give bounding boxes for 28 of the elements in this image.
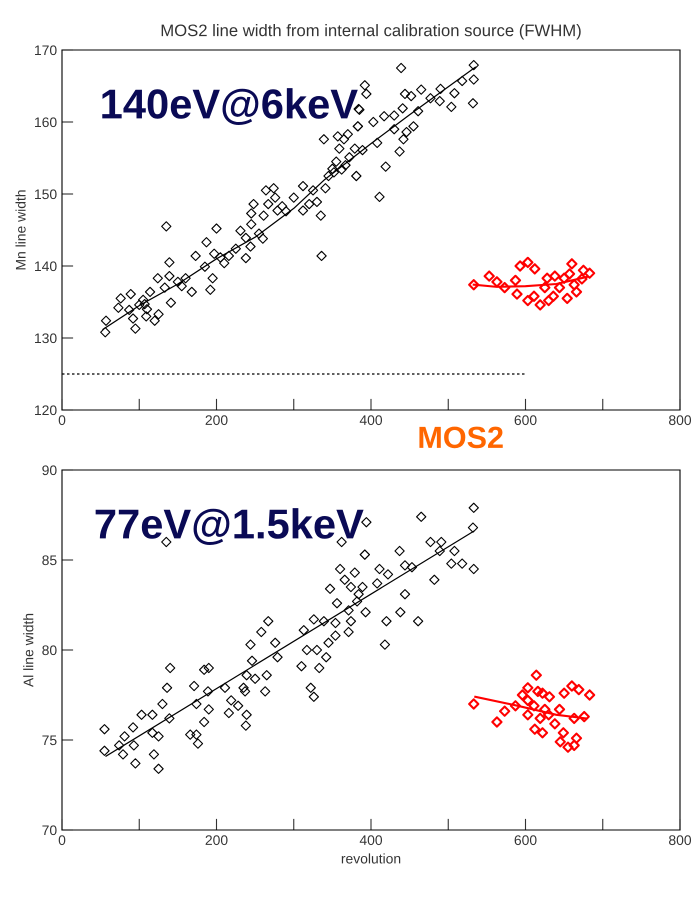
x-axis-title: revolution [342, 853, 400, 864]
x-tick-label: 400 [360, 415, 382, 426]
y-tick-label: 75 [42, 735, 57, 746]
y-tick-label: 150 [35, 189, 57, 200]
x-tick-label: 600 [514, 415, 537, 426]
text: MOS2 [419, 426, 503, 448]
y-tick-label: 130 [35, 333, 57, 344]
y-tick-label: 85 [42, 555, 57, 566]
annotation: 77eV@1.5keV [96, 508, 364, 545]
x-tick-label: 200 [206, 835, 228, 846]
x-tick-label: 0 [58, 835, 66, 846]
y-tick-label: 70 [42, 825, 57, 836]
chart-title: MOS2 line width from internal calibration source (FWHM) [162, 24, 581, 40]
x-tick-label: 0 [58, 415, 66, 426]
x-tick-label: 200 [206, 415, 228, 426]
y-axis-title: Mn line width [15, 190, 26, 270]
y-tick-label: 160 [35, 117, 57, 128]
y-tick-label: 120 [35, 405, 57, 416]
x-tick-label: 600 [514, 835, 537, 846]
y-tick-label: 140 [35, 261, 57, 272]
x-tick-label: 800 [669, 835, 692, 846]
y-axis-title: Al line width [23, 614, 34, 688]
annotation: 140eV@6keV [102, 88, 358, 125]
y-tick-label: 90 [42, 465, 57, 476]
y-tick-label: 170 [35, 45, 57, 56]
y-tick-label: 80 [42, 645, 57, 656]
x-tick-label: 400 [360, 835, 382, 846]
x-tick-label: 800 [669, 415, 692, 426]
